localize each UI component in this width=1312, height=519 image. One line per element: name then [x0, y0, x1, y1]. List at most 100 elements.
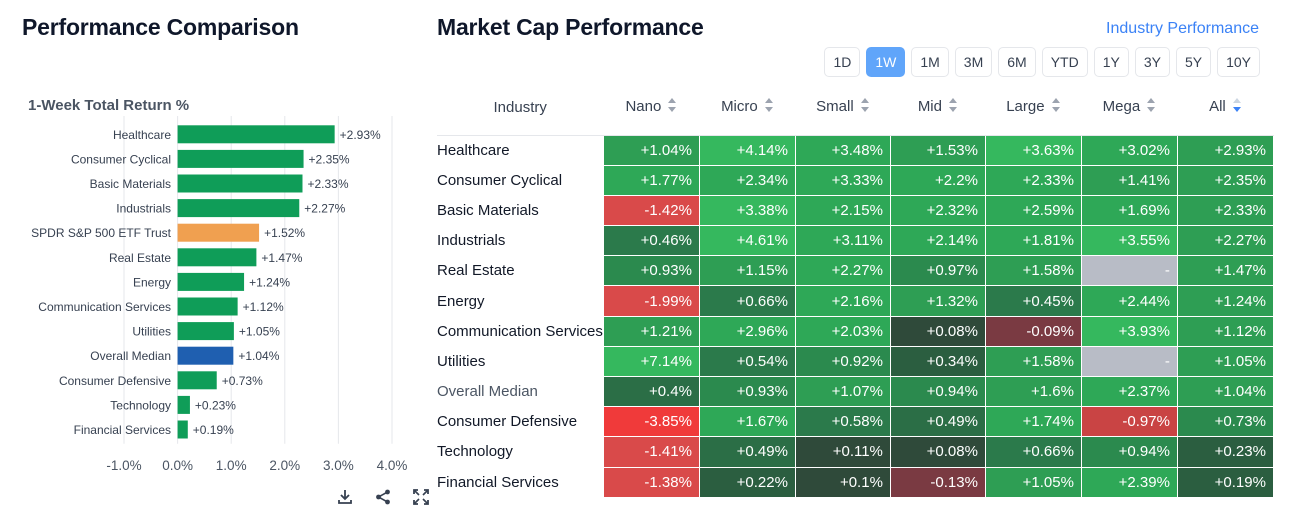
- period-button-6m[interactable]: 6M: [998, 47, 1036, 77]
- value-cell: +0.08%: [889, 315, 986, 347]
- value-cell: +2.16%: [794, 285, 891, 317]
- column-header-label: All: [1209, 98, 1226, 116]
- column-header-label: Mid: [917, 98, 942, 116]
- table-row[interactable]: Energy -1.99% +0.66% +2.16% +1.32% +0.45% +2.4…: [437, 285, 1274, 317]
- column-header-label: Mega: [1102, 98, 1141, 116]
- table-row[interactable]: Utilities +7.14% +0.54% +0.92% +0.34% +1.58% -…: [437, 345, 1274, 378]
- table-row[interactable]: Basic Materials -1.42% +3.38% +2.15% +2.32% +…: [437, 194, 1274, 227]
- value-cell: -1.38%: [602, 466, 700, 498]
- period-button-1m[interactable]: 1M: [911, 47, 949, 77]
- data-label: +1.12%: [243, 300, 284, 314]
- period-button-1d[interactable]: 1D: [824, 47, 861, 77]
- value-cell: +3.02%: [1080, 134, 1178, 166]
- column-header-label: Industry: [493, 98, 547, 116]
- value-cell: +0.22%: [698, 466, 796, 498]
- table-row[interactable]: Communication Services +1.21% +2.96% +2.03%…: [437, 315, 1274, 347]
- x-tick-label: 4.0%: [377, 458, 408, 473]
- value-cell: +1.41%: [1080, 164, 1178, 196]
- value-cell: +0.58%: [794, 406, 891, 438]
- industry-cell: Financial Services: [437, 467, 604, 498]
- value-cell: +0.73%: [1176, 406, 1274, 438]
- value-cell: +4.61%: [698, 225, 796, 257]
- period-button-5y[interactable]: 5Y: [1175, 47, 1212, 77]
- value-cell: -0.97%: [1080, 406, 1178, 438]
- period-button-ytd[interactable]: YTD: [1041, 47, 1088, 77]
- value-cell: +2.33%: [1176, 194, 1274, 227]
- period-button-10y[interactable]: 10Y: [1217, 47, 1260, 77]
- column-header-all[interactable]: All: [1177, 80, 1274, 136]
- value-cell: +0.19%: [1176, 466, 1274, 498]
- value-cell: +2.93%: [1176, 134, 1274, 166]
- data-label: +2.27%: [304, 202, 345, 216]
- table-row[interactable]: Industrials +0.46% +4.61% +3.11% +2.14% +1.81…: [437, 225, 1274, 257]
- industry-cell: Utilities: [437, 346, 604, 377]
- table-row[interactable]: Healthcare +1.04% +4.14% +3.48% +1.53% +3.63%…: [437, 134, 1274, 166]
- value-cell: +1.6%: [984, 375, 1082, 408]
- value-cell: +2.27%: [1176, 225, 1274, 257]
- data-label: +1.52%: [264, 226, 305, 240]
- value-cell: +3.38%: [698, 194, 796, 227]
- value-cell: +2.34%: [698, 164, 796, 196]
- performance-comparison-panel: Performance Comparison 1-Week Total Retu…: [0, 0, 430, 519]
- bar: [177, 371, 217, 390]
- bar: [177, 297, 238, 316]
- sort-icon: [1051, 97, 1061, 117]
- value-cell: +0.49%: [889, 406, 986, 438]
- value-cell: +2.2%: [889, 164, 986, 196]
- value-cell: +3.93%: [1080, 315, 1178, 347]
- value-cell: +2.96%: [698, 315, 796, 347]
- table-row[interactable]: Overall Median +0.4% +0.93% +1.07% +0.94% +1.…: [437, 375, 1274, 408]
- value-cell: +1.53%: [889, 134, 986, 166]
- bar: [177, 125, 335, 144]
- data-label: +2.93%: [340, 128, 381, 142]
- column-header-mega[interactable]: Mega: [1081, 80, 1178, 136]
- category-label: Technology: [110, 398, 171, 412]
- period-button-1w[interactable]: 1W: [866, 47, 906, 77]
- value-cell: +3.33%: [794, 164, 891, 196]
- value-cell: +0.49%: [698, 436, 796, 468]
- chart-title: 1-Week Total Return %: [28, 97, 189, 114]
- value-cell: -0.13%: [889, 466, 986, 498]
- industry-cell: Consumer Defensive: [437, 406, 604, 437]
- sort-icon: [948, 97, 958, 117]
- table-row[interactable]: Financial Services -1.38% +0.22% +0.1% -0.13…: [437, 466, 1274, 498]
- industry-cell: Technology: [437, 436, 604, 468]
- table-row[interactable]: Real Estate +0.93% +1.15% +2.27% +0.97% +1.58…: [437, 255, 1274, 287]
- table-row[interactable]: Technology -1.41% +0.49% +0.11% +0.08% +0.66%…: [437, 436, 1274, 468]
- period-selector: 1D 1W 1M 3M 6M YTD 1Y 3Y 5Y 10Y: [824, 47, 1260, 77]
- industry-cell: Energy: [437, 285, 604, 317]
- value-cell: +0.11%: [794, 436, 891, 468]
- share-icon[interactable]: [372, 486, 394, 508]
- download-icon[interactable]: [334, 486, 356, 508]
- value-cell: +0.66%: [698, 285, 796, 317]
- period-button-1y[interactable]: 1Y: [1093, 47, 1129, 77]
- expand-icon[interactable]: [410, 486, 432, 508]
- market-cap-table: Industry Nano Micro Small Mid Large Mega All He…: [437, 80, 1274, 498]
- column-header-nano[interactable]: Nano: [603, 80, 700, 136]
- column-header-small[interactable]: Small: [795, 80, 891, 136]
- value-cell: +3.63%: [984, 134, 1082, 166]
- value-cell: +3.11%: [794, 225, 891, 257]
- value-cell: +0.94%: [1080, 436, 1178, 468]
- table-row[interactable]: Consumer Cyclical +1.77% +2.34% +3.33% +2.2%…: [437, 164, 1274, 196]
- value-cell: +1.12%: [1176, 315, 1274, 347]
- data-label: +0.19%: [193, 423, 234, 437]
- sort-icon: [1232, 97, 1242, 117]
- value-cell: +3.55%: [1080, 225, 1178, 257]
- column-header-industry: Industry: [437, 80, 604, 136]
- value-cell: +1.58%: [984, 345, 1082, 378]
- value-cell: +0.23%: [1176, 436, 1274, 468]
- period-button-3m[interactable]: 3M: [954, 47, 993, 77]
- category-label: Energy: [133, 275, 171, 289]
- column-header-micro[interactable]: Micro: [699, 80, 796, 136]
- x-tick-label: 1.0%: [216, 458, 247, 473]
- period-button-3y[interactable]: 3Y: [1134, 47, 1170, 77]
- industry-cell: Industrials: [437, 225, 604, 256]
- table-row[interactable]: Consumer Defensive -3.85% +1.67% +0.58% +0.4…: [437, 406, 1274, 438]
- bar: [177, 174, 303, 193]
- category-label: Basic Materials: [90, 177, 171, 191]
- column-header-mid[interactable]: Mid: [890, 80, 986, 136]
- column-header-large[interactable]: Large: [985, 80, 1082, 136]
- bar: [177, 272, 245, 291]
- industry-performance-link[interactable]: Industry Performance: [1106, 20, 1259, 37]
